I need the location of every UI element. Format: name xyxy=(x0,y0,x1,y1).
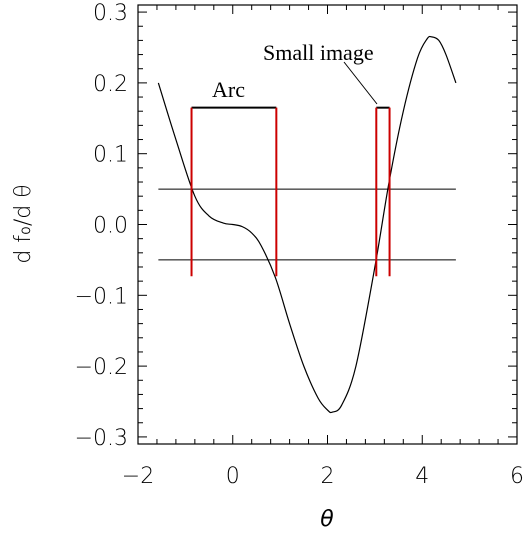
reference-lines xyxy=(158,188,456,261)
x-tick-label: 0 xyxy=(226,464,240,489)
y-tick-labels: −0.3 −0.2 −0.1 0.0 0.1 0.2 0.3 xyxy=(75,1,128,451)
y-tick-label: −0.2 xyxy=(75,355,128,380)
series-layer xyxy=(157,35,457,414)
x-axis-title: θ xyxy=(320,507,334,531)
small-image-pointer xyxy=(343,61,378,105)
y-tick-label: 0.2 xyxy=(93,72,128,97)
y-tick-label: 0.0 xyxy=(93,214,128,239)
x-tick-labels: −2 0 2 4 6 xyxy=(122,464,524,489)
y-tick-label: 0.1 xyxy=(93,143,128,168)
y-tick-label: 0.3 xyxy=(93,1,128,26)
y-axis-title: d f₀/d θ xyxy=(11,184,36,263)
y-tick-label: −0.1 xyxy=(75,284,128,309)
x-tick-label: 6 xyxy=(510,464,524,489)
arc-label: Arc xyxy=(212,77,245,102)
x-tick-label: 2 xyxy=(321,464,335,489)
series-line xyxy=(157,35,457,414)
tick-marks xyxy=(137,5,518,444)
y-tick-label: −0.3 xyxy=(75,426,128,451)
plot-frame xyxy=(137,4,518,445)
x-tick-label: −2 xyxy=(122,464,154,489)
x-tick-label: 4 xyxy=(415,464,429,489)
interval-markers xyxy=(190,106,391,277)
small-image-label: Small image xyxy=(263,40,374,65)
